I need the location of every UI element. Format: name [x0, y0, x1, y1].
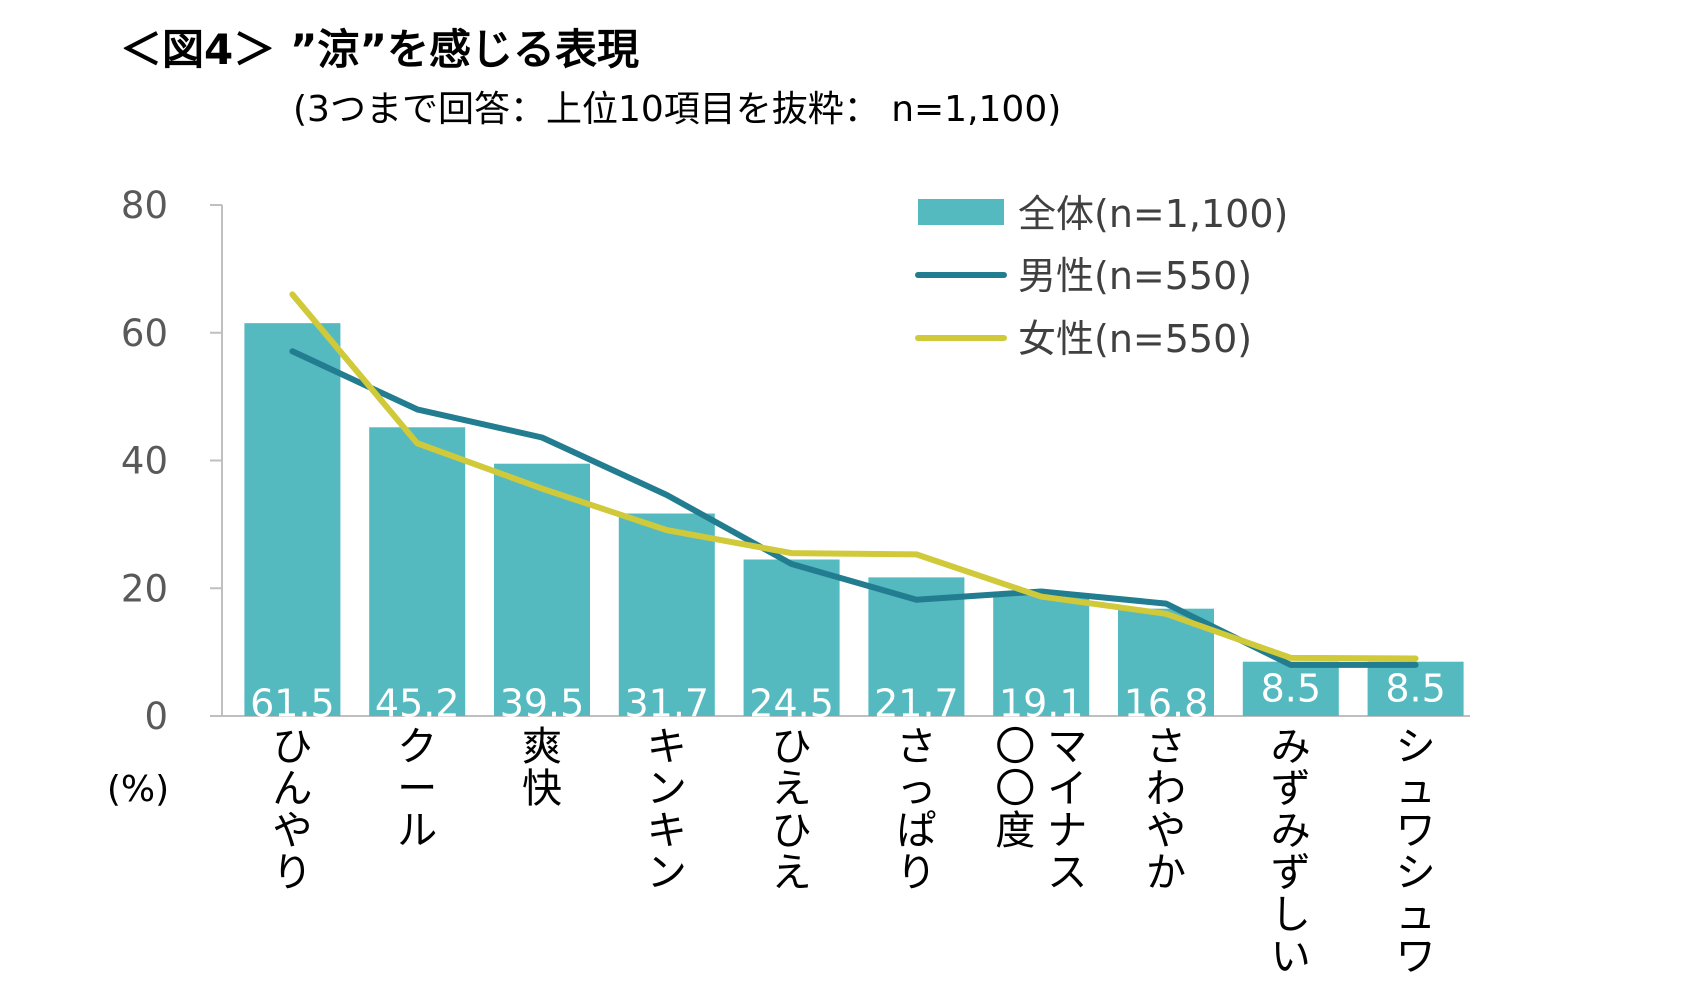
x-tick-label-char: み	[1271, 724, 1311, 770]
legend-label: 女性(n=550)	[1018, 317, 1252, 361]
legend: 全体(n=1,100) 男性(n=550) 女性(n=550)	[915, 192, 1288, 361]
x-tick-label-char: さ	[896, 724, 936, 770]
x-tick-label-char: わ	[1146, 766, 1186, 812]
bar	[993, 593, 1090, 716]
bar	[494, 463, 590, 716]
x-tick-label-char: り	[272, 850, 312, 896]
data-label: 21.7	[874, 681, 959, 725]
x-tick-label-char: さ	[1146, 724, 1186, 770]
x-tick-label-char: 爽	[522, 724, 562, 770]
x-tick-label-char: ク	[397, 724, 437, 770]
data-label: 24.5	[749, 681, 834, 725]
x-tick-label-char: キ	[647, 808, 687, 854]
x-axis-labels: ひんやりクール爽快キンキンひえひえさっぱりマイナス〇〇度さわやかみずみずしいシュ…	[272, 724, 1435, 980]
x-tick-label-char: や	[1146, 808, 1186, 854]
data-label: 61.5	[250, 681, 335, 725]
x-tick-label-char: ワ	[1396, 934, 1436, 980]
x-tick-label-char: み	[1271, 808, 1311, 854]
x-tick-label-char: イ	[1047, 766, 1087, 812]
data-label: 45.2	[375, 681, 460, 725]
bar	[743, 559, 840, 716]
line-series	[289, 291, 1419, 668]
x-tick-label-char: ず	[1271, 766, 1311, 812]
legend-label: 全体(n=1,100)	[1018, 192, 1288, 236]
female-series-line	[289, 291, 1419, 662]
x-tick-label-char: り	[896, 850, 936, 896]
x-tick-label-char: い	[1271, 934, 1311, 980]
bar	[244, 323, 341, 716]
data-labels: 61.5 45.2 39.5 31.7 24.5 21.7 19.1 16.8 8.5 8.5	[250, 667, 1446, 726]
bar	[618, 513, 715, 716]
y-tick-label: 80	[121, 184, 168, 227]
data-label: 31.7	[624, 681, 709, 725]
x-tick-label-char: キ	[647, 724, 687, 770]
y-tick-label: 40	[121, 440, 168, 483]
x-tick-label-char: マ	[1047, 724, 1087, 770]
data-label: 8.5	[1385, 667, 1445, 711]
x-tick-label-char: シ	[1396, 850, 1436, 896]
x-tick-label-char: ナ	[1047, 808, 1087, 854]
bar	[1242, 661, 1339, 716]
x-tick-label-char: ひ	[772, 808, 812, 854]
x-tick-label-char: ス	[1047, 850, 1087, 896]
x-tick-label-char: や	[272, 808, 312, 854]
x-tick-label-char: 〇	[995, 724, 1035, 770]
x-tick-label-char: ル	[397, 808, 437, 854]
legend-label: 男性(n=550)	[1018, 254, 1252, 298]
y-tick-label: 0	[144, 695, 168, 738]
data-label: 39.5	[500, 681, 585, 725]
data-label: 16.8	[1124, 681, 1209, 725]
y-axis-unit: (%)	[107, 769, 169, 810]
x-tick-label-char: ュ	[1396, 766, 1436, 812]
data-label: 8.5	[1261, 667, 1321, 711]
y-tick-label: 20	[121, 567, 168, 610]
x-tick-label-char: 〇	[995, 766, 1035, 812]
x-tick-label-char: か	[1146, 850, 1186, 896]
x-tick-label-char: ず	[1271, 850, 1311, 896]
x-tick-label-char: し	[1271, 892, 1311, 938]
x-tick-label-char: え	[772, 766, 812, 812]
x-tick-label-char: ワ	[1396, 808, 1436, 854]
x-tick-label-char: え	[772, 850, 812, 896]
bar	[1367, 661, 1464, 716]
y-tick-label: 60	[121, 312, 168, 355]
x-tick-label-char: ー	[397, 766, 437, 812]
x-tick-label-char: 度	[995, 808, 1035, 854]
x-tick-label-char: ぱ	[896, 808, 936, 854]
x-tick-label-char: ン	[647, 766, 687, 812]
x-tick-label-char: 快	[522, 766, 562, 812]
data-label: 19.1	[999, 681, 1084, 725]
x-tick-label-char: っ	[896, 766, 936, 812]
x-tick-label-char: ん	[272, 766, 312, 812]
x-tick-label-char: ひ	[772, 724, 812, 770]
x-tick-label-char: ュ	[1396, 892, 1436, 938]
x-tick-label-char: シ	[1396, 724, 1436, 770]
chart-subtitle: (3つまで回答：上位10項目を抜粋： n=1,100)	[293, 89, 1061, 130]
legend-swatch-bar	[918, 199, 1004, 225]
bar	[369, 427, 466, 716]
x-tick-label-char: ひ	[272, 724, 312, 770]
x-tick-label-char: ン	[647, 850, 687, 896]
chart-title: ＜図4＞ ”涼”を感じる表現	[120, 25, 639, 74]
